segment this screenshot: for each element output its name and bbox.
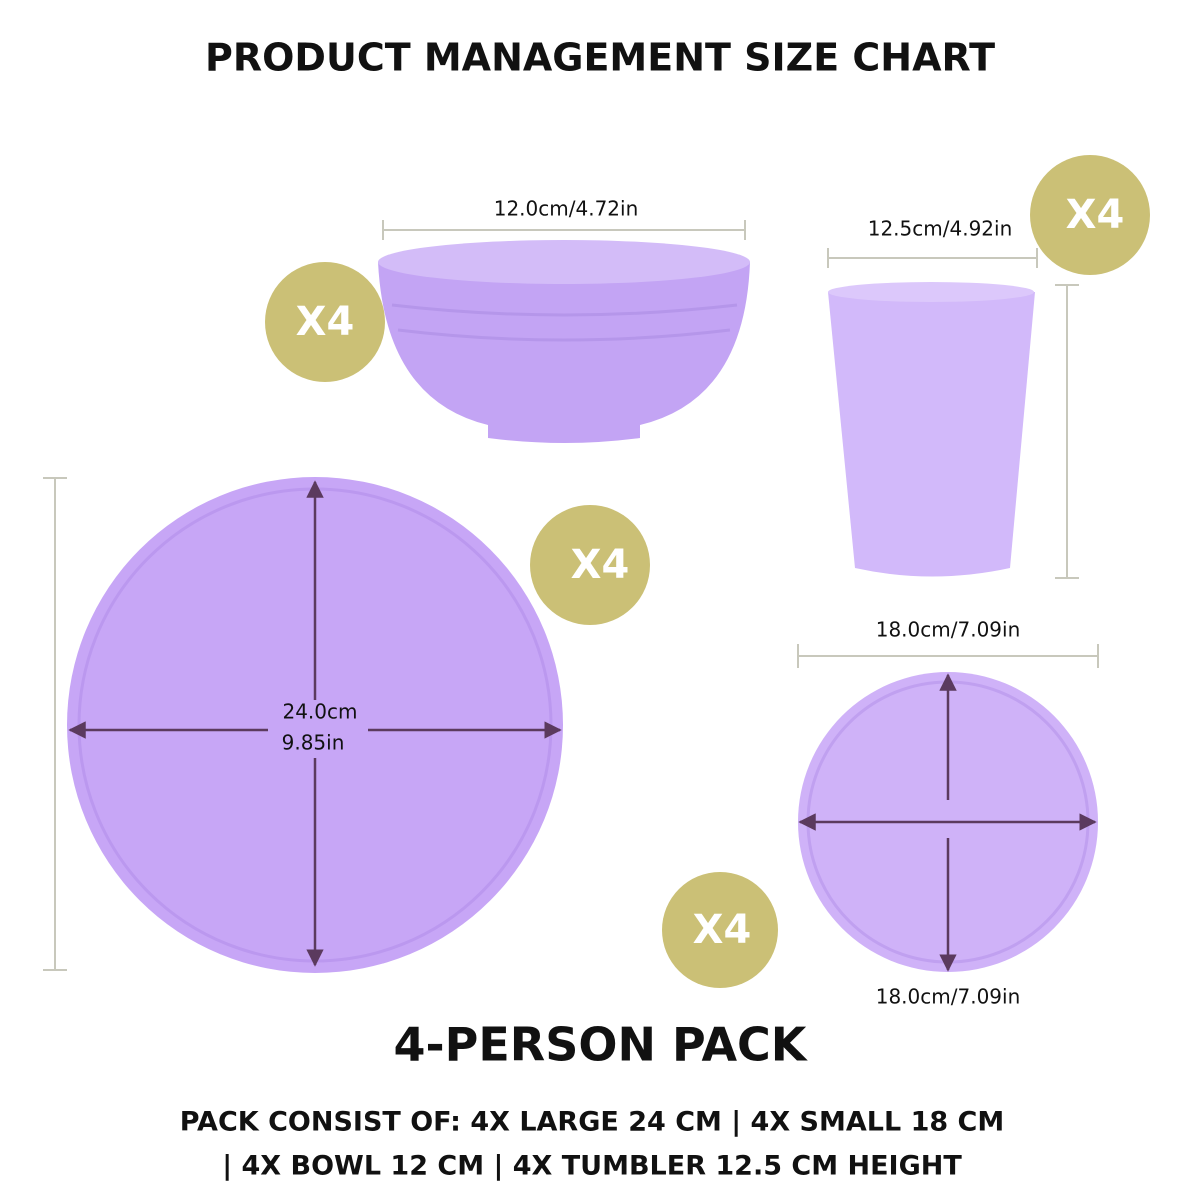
- badge-text: X4: [1066, 192, 1125, 238]
- pack-title: 4-PERSON PACK: [394, 1018, 809, 1072]
- badge: [265, 262, 385, 382]
- tumbler: [828, 292, 1035, 577]
- tumbler-rim: [828, 282, 1034, 302]
- large-plate-diameter: 9.85in: [282, 731, 345, 755]
- bowl: [378, 240, 750, 443]
- large-plate-diameter: 24.0cm: [282, 700, 357, 724]
- badge-text: X4: [571, 542, 630, 588]
- label-bg: [268, 700, 368, 758]
- badge: [662, 872, 778, 988]
- badge-text: X4: [693, 907, 752, 953]
- bowl-width: 12.0cm/4.72in: [494, 197, 639, 221]
- small-plate-width: 18.0cm/7.09in: [876, 618, 1021, 642]
- tumbler-width: 12.5cm/4.92in: [868, 217, 1013, 241]
- small-plate-height: 18.0cm/7.09in: [876, 985, 1021, 1009]
- badge: [530, 505, 650, 625]
- title: PRODUCT MANAGEMENT SIZE CHART: [205, 36, 995, 80]
- badge: [1030, 155, 1150, 275]
- description: PACK CONSIST OF: 4X LARGE 24 CM | 4X SMA…: [180, 1107, 1004, 1138]
- description: | 4X BOWL 12 CM | 4X TUMBLER 12.5 CM HEI…: [222, 1151, 962, 1182]
- badge-text: X4: [296, 299, 355, 345]
